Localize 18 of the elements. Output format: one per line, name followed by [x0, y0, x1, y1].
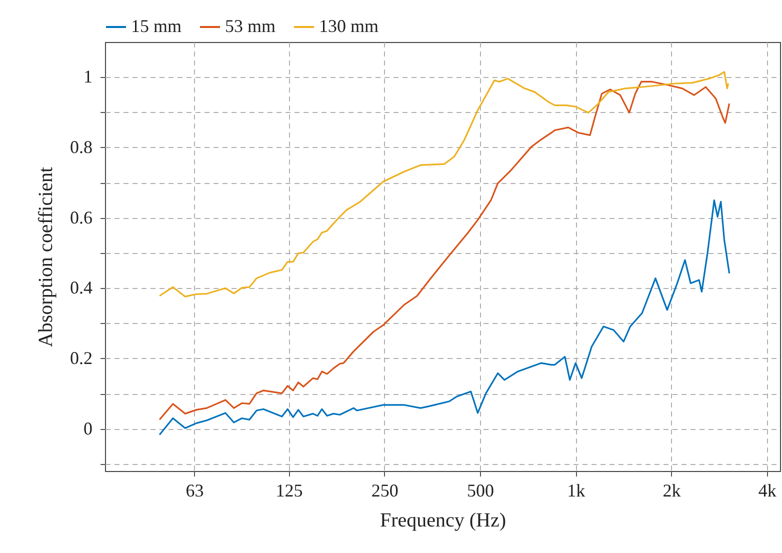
- y-axis-title: Absorption coefficient: [35, 166, 57, 348]
- legend-label: 15 mm: [131, 16, 182, 36]
- y-tick-label: 1: [84, 66, 92, 87]
- x-tick-label: 4k: [758, 480, 776, 500]
- x-tick-label: 63: [186, 480, 204, 500]
- y-tick-label: 0.4: [70, 278, 92, 298]
- x-tick-label: 2k: [662, 480, 681, 500]
- y-tick-label: 0.6: [70, 207, 92, 228]
- y-tick-label: 0: [84, 418, 92, 438]
- x-tick-label: 1k: [567, 480, 586, 500]
- legend-label: 53 mm: [225, 16, 276, 36]
- x-tick-label: 250: [371, 480, 398, 500]
- x-tick-label: 500: [466, 480, 494, 500]
- x-axis-title: Frequency (Hz): [380, 510, 506, 532]
- y-tick-label: 0.2: [70, 348, 92, 368]
- x-tick-label: 125: [276, 480, 303, 500]
- y-tick-label: 0.8: [70, 136, 92, 157]
- legend-label: 130 mm: [319, 16, 379, 36]
